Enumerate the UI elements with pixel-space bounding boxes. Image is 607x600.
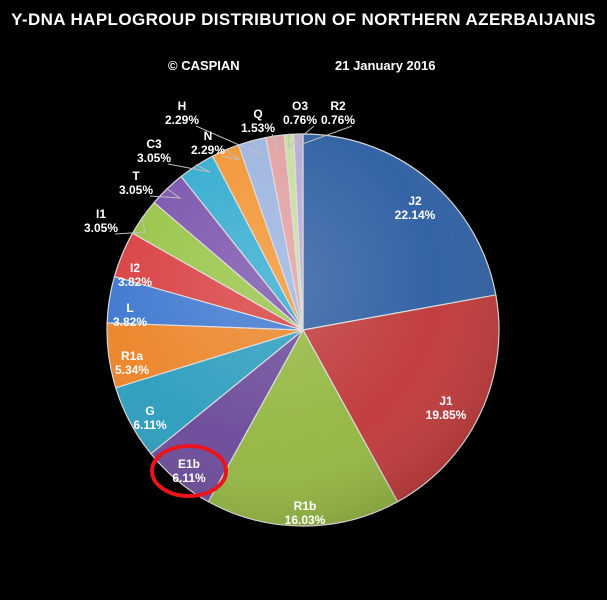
slice-label-i2: I2 3.82%	[118, 261, 152, 289]
slice-percent: 1.53%	[241, 121, 275, 135]
slice-label-r1b: R1b 16.03%	[285, 499, 326, 527]
slice-percent: 22.14%	[395, 208, 436, 222]
leader-line-r2	[296, 125, 353, 147]
leader-line-c3	[167, 163, 211, 173]
highlight-circle	[150, 444, 228, 498]
slice-name: I2	[130, 261, 140, 275]
slice-percent: 0.76%	[283, 113, 317, 127]
slice-name: R1b	[294, 499, 317, 513]
slice-label-n: N 2.29%	[191, 129, 225, 157]
slice-name: L	[126, 301, 133, 315]
slice-percent: 2.29%	[191, 143, 225, 157]
slice-name: E1b	[178, 457, 200, 471]
slice-label-q: Q 1.53%	[241, 107, 275, 135]
slice-percent: 3.05%	[84, 221, 118, 235]
leader-line-n	[221, 148, 241, 161]
slice-label-i1: I1 3.05%	[84, 207, 118, 235]
slice-name: H	[178, 99, 187, 113]
slice-label-g: G 6.11%	[133, 404, 167, 432]
pie-slices	[106, 133, 500, 527]
slice-name: G	[145, 404, 154, 418]
slice-name: J1	[439, 394, 453, 408]
copyright-credit: © CASPIAN	[168, 58, 240, 73]
slice-percent: 3.05%	[119, 183, 153, 197]
leader-line-o3	[288, 125, 315, 149]
slice-label-l: L 3.82%	[113, 301, 147, 329]
leader-line-h	[195, 125, 264, 157]
slice-percent: 16.03%	[285, 513, 326, 527]
chart-title: Y-DNA HAPLOGROUP DISTRIBUTION OF NORTHER…	[11, 10, 596, 29]
slice-percent: 0.76%	[321, 113, 355, 127]
slice-label-o3: O3 0.76%	[283, 99, 317, 127]
chart-date: 21 January 2016	[335, 58, 436, 73]
slice-percent: 6.11%	[133, 418, 167, 432]
leader-line-i1	[114, 216, 146, 235]
slice-label-j1: J1 19.85%	[426, 394, 467, 422]
slice-name: R2	[330, 99, 346, 113]
slice-label-t: T 3.05%	[119, 169, 153, 197]
slice-percent: 3.82%	[113, 315, 147, 329]
slice-name: Q	[253, 107, 262, 121]
slice-label-h: H 2.29%	[165, 99, 199, 127]
slice-label-c3: C3 3.05%	[137, 137, 171, 165]
slice-percent: 6.11%	[172, 471, 206, 485]
slice-label-r1a: R1a 5.34%	[115, 349, 149, 377]
leader-line-t	[149, 187, 182, 199]
slice-label-e1b: E1b 6.11%	[172, 457, 206, 485]
slice-labels: J2 22.14%J1 19.85%R1b 16.03%E1b 6.11%G 6.11%R…	[84, 99, 467, 527]
leader-lines	[114, 125, 353, 235]
slice-percent: 5.34%	[115, 363, 149, 377]
slice-label-r2: R2 0.76%	[321, 99, 355, 127]
slice-percent: 3.82%	[118, 275, 152, 289]
slice-name: T	[132, 169, 140, 183]
slice-name: I1	[96, 207, 106, 221]
slice-name: J2	[408, 194, 422, 208]
slice-percent: 19.85%	[426, 408, 467, 422]
slice-name: C3	[146, 137, 162, 151]
leader-line-q	[271, 133, 279, 151]
slice-name: N	[204, 129, 213, 143]
slice-name: O3	[292, 99, 308, 113]
slice-percent: 3.05%	[137, 151, 171, 165]
slice-label-j2: J2 22.14%	[395, 194, 436, 222]
slice-name: R1a	[121, 349, 143, 363]
slice-percent: 2.29%	[165, 113, 199, 127]
